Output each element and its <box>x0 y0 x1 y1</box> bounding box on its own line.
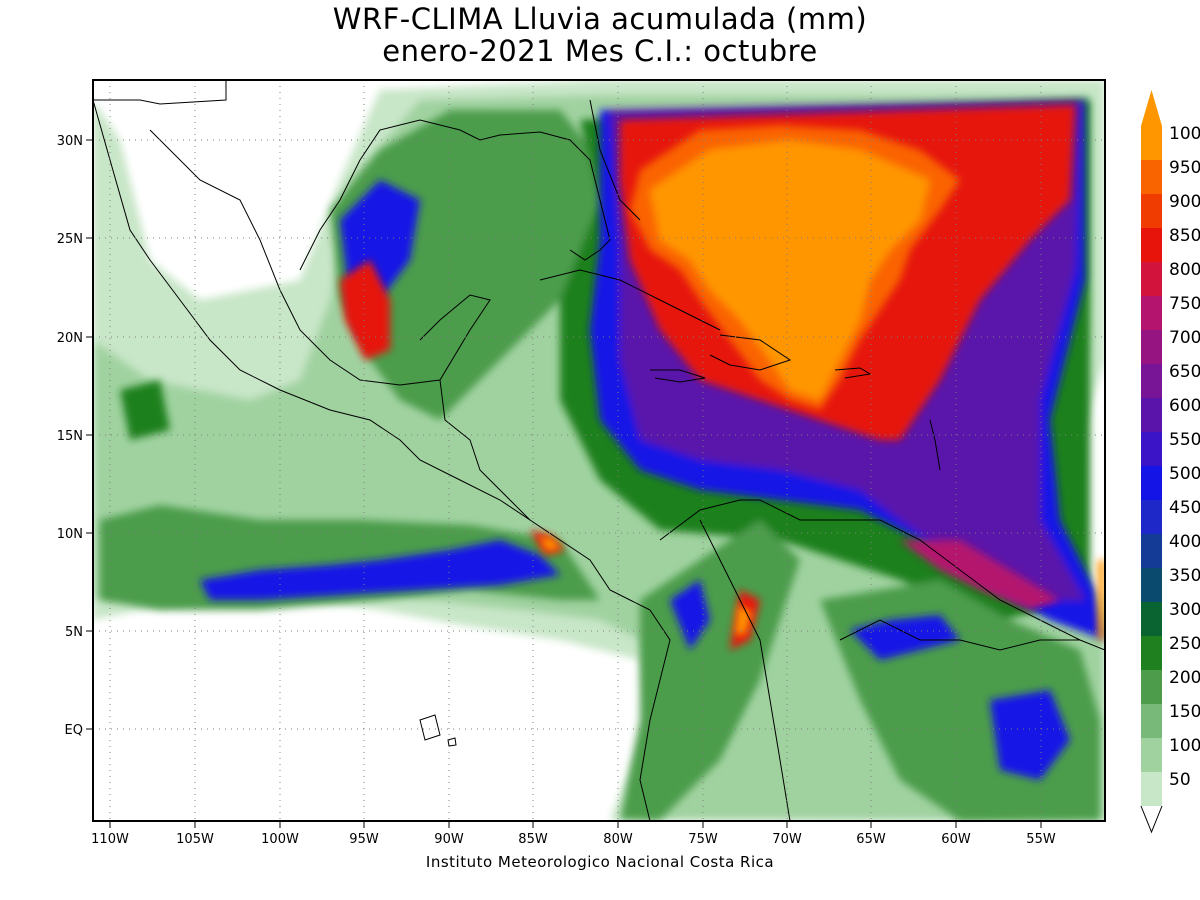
legend-label: 50 <box>1169 770 1191 790</box>
legend-swatch <box>1141 228 1162 262</box>
legend-label: 100 <box>1169 736 1200 756</box>
legend-swatch <box>1141 160 1162 194</box>
legend-swatch <box>1141 670 1162 704</box>
legend-label: 500 <box>1169 464 1200 484</box>
grid <box>93 80 1105 821</box>
legend-swatch <box>1141 330 1162 364</box>
credit-text: Instituto Meteorologico Nacional Costa R… <box>425 853 775 871</box>
legend-label: 550 <box>1169 430 1200 450</box>
legend-swatch <box>1141 500 1162 534</box>
legend-swatch <box>1141 534 1162 568</box>
legend-swatch <box>1141 262 1162 296</box>
x-tick-label: 55W <box>1026 832 1056 847</box>
legend-swatch <box>1141 738 1162 772</box>
legend-arrow-top <box>1141 90 1162 126</box>
x-tick-label: 100W <box>261 832 299 847</box>
legend-swatch <box>1141 398 1162 432</box>
map-frame <box>92 79 1106 822</box>
legend-label: 850 <box>1169 226 1200 246</box>
x-tick-label: 65W <box>856 832 886 847</box>
axis-ticks <box>86 139 1042 828</box>
legend-label: 400 <box>1169 532 1200 552</box>
legend-label: 300 <box>1169 600 1200 620</box>
rainfall-field <box>93 80 1105 821</box>
x-tick-label: 75W <box>688 832 718 847</box>
map-subtitle: enero-2021 Mes C.I.: octubre <box>382 34 818 68</box>
x-tick-label: 60W <box>941 832 971 847</box>
legend-swatch <box>1141 568 1162 602</box>
y-tick-label: 30N <box>57 134 83 149</box>
x-tick-label: 80W <box>603 832 633 847</box>
legend-label: 150 <box>1169 702 1200 722</box>
x-tick-label: 95W <box>349 832 379 847</box>
legend-swatch <box>1141 704 1162 738</box>
legend-label: 1000 <box>1169 124 1200 144</box>
x-tick-label: 110W <box>91 832 129 847</box>
legend-label: 600 <box>1169 396 1200 416</box>
legend-arrow-bottom <box>1140 805 1163 834</box>
x-tick-label: 90W <box>434 832 464 847</box>
legend-label: 350 <box>1169 566 1200 586</box>
x-tick-label: 105W <box>176 832 214 847</box>
y-tick-label: 25N <box>57 232 83 247</box>
legend-swatch <box>1141 466 1162 500</box>
legend-swatch <box>1141 602 1162 636</box>
legend-label: 750 <box>1169 294 1200 314</box>
legend-swatch <box>1141 636 1162 670</box>
legend-label: 800 <box>1169 260 1200 280</box>
legend-label: 900 <box>1169 192 1200 212</box>
legend-swatch <box>1141 296 1162 330</box>
y-tick-label: 10N <box>57 527 83 542</box>
map-title: WRF-CLIMA Lluvia acumulada (mm) <box>332 2 868 36</box>
legend-label: 700 <box>1169 328 1200 348</box>
legend-swatch <box>1141 432 1162 466</box>
legend-swatch <box>1141 126 1162 160</box>
legend-label: 950 <box>1169 158 1200 178</box>
y-tick-label: EQ <box>65 723 83 738</box>
y-tick-label: 5N <box>65 625 83 640</box>
legend-swatch <box>1141 194 1162 228</box>
legend-label: 450 <box>1169 498 1200 518</box>
color-legend: 1000 950 900 850 800 750 700 650 600 550 500 450 400… <box>1140 90 1200 834</box>
legend-label: 250 <box>1169 634 1200 654</box>
coastlines <box>93 80 1105 821</box>
legend-swatch <box>1141 772 1162 806</box>
x-tick-label: 70W <box>772 832 802 847</box>
legend-swatch <box>1141 364 1162 398</box>
y-tick-label: 15N <box>57 429 83 444</box>
x-tick-label: 85W <box>518 832 548 847</box>
legend-label: 200 <box>1169 668 1200 688</box>
y-tick-label: 20N <box>57 331 83 346</box>
legend-label: 650 <box>1169 362 1200 382</box>
